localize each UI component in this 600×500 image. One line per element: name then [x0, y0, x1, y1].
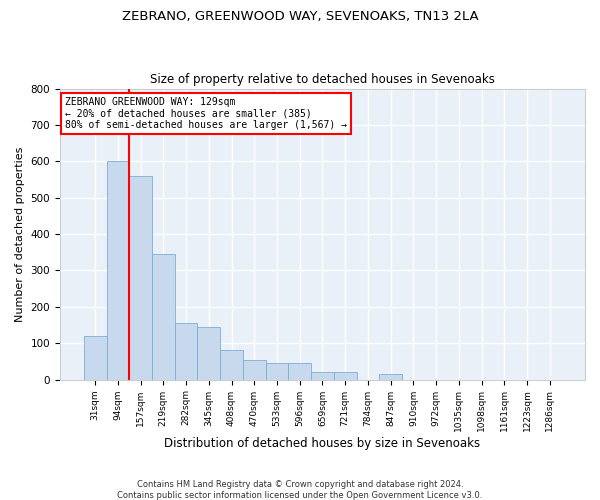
Bar: [243, 360, 266, 380]
Bar: [379, 374, 402, 380]
Bar: [289, 363, 311, 380]
Bar: [311, 372, 334, 380]
Bar: [129, 176, 152, 380]
Bar: [175, 323, 197, 380]
Bar: [334, 372, 356, 380]
X-axis label: Distribution of detached houses by size in Sevenoaks: Distribution of detached houses by size …: [164, 437, 481, 450]
Text: Contains HM Land Registry data © Crown copyright and database right 2024.
Contai: Contains HM Land Registry data © Crown c…: [118, 480, 482, 500]
Text: ZEBRANO GREENWOOD WAY: 129sqm
← 20% of detached houses are smaller (385)
80% of : ZEBRANO GREENWOOD WAY: 129sqm ← 20% of d…: [65, 98, 347, 130]
Text: ZEBRANO, GREENWOOD WAY, SEVENOAKS, TN13 2LA: ZEBRANO, GREENWOOD WAY, SEVENOAKS, TN13 …: [122, 10, 478, 23]
Bar: [266, 363, 289, 380]
Bar: [197, 327, 220, 380]
Bar: [84, 336, 107, 380]
Y-axis label: Number of detached properties: Number of detached properties: [15, 146, 25, 322]
Bar: [107, 162, 129, 380]
Bar: [152, 254, 175, 380]
Title: Size of property relative to detached houses in Sevenoaks: Size of property relative to detached ho…: [150, 73, 495, 86]
Bar: [220, 350, 243, 380]
